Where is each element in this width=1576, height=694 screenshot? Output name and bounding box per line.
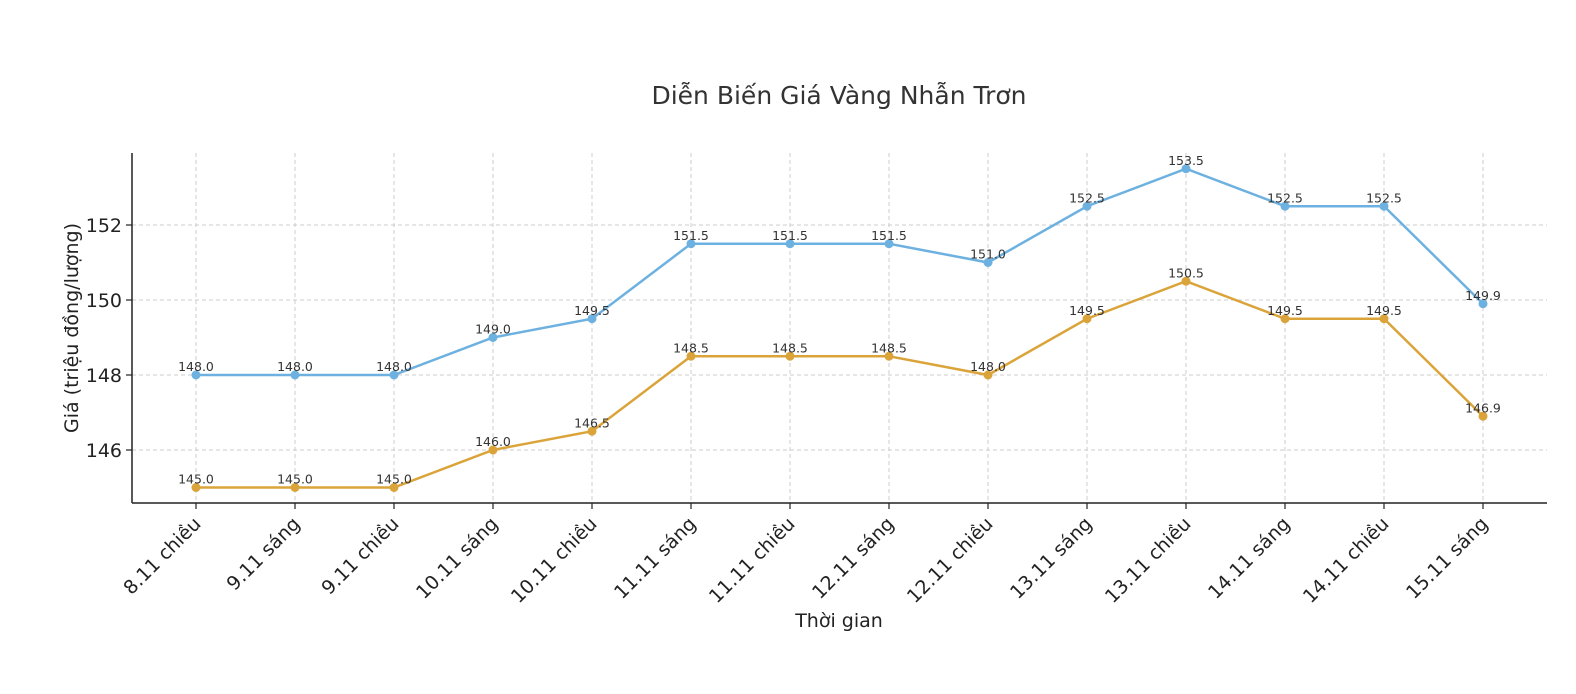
y-tick-label: 148 bbox=[86, 365, 122, 387]
data-point bbox=[587, 426, 597, 436]
data-point bbox=[389, 370, 399, 380]
data-point bbox=[884, 239, 894, 249]
data-point bbox=[1082, 201, 1092, 211]
x-tick-label: 12.11 chiều bbox=[903, 513, 998, 608]
data-point bbox=[290, 483, 300, 492]
data-point bbox=[1082, 314, 1092, 324]
x-tick-label: 14.11 sáng bbox=[1204, 513, 1295, 604]
data-label: 149.5 bbox=[574, 303, 610, 318]
data-label: 148.0 bbox=[376, 359, 412, 374]
data-point bbox=[389, 483, 399, 492]
data-label: 150.5 bbox=[1168, 265, 1204, 280]
data-point bbox=[1280, 201, 1290, 211]
series-line bbox=[196, 279, 1484, 489]
chart-title: Diễn Biến Giá Vàng Nhẫn Trơn bbox=[651, 81, 1026, 110]
data-point bbox=[290, 370, 300, 380]
data-point bbox=[1181, 276, 1191, 286]
y-tick-label: 152 bbox=[86, 215, 122, 237]
x-tick-label: 12.11 sáng bbox=[808, 513, 899, 604]
data-label: 152.5 bbox=[1366, 190, 1402, 205]
x-tick-label: 13.11 chiều bbox=[1101, 513, 1196, 608]
data-label: 149.5 bbox=[1267, 303, 1303, 318]
data-point bbox=[1181, 164, 1191, 174]
data-label: 153.5 bbox=[1168, 153, 1204, 168]
data-point bbox=[983, 258, 993, 267]
x-ticks: 8.11 chiều 9.11 sáng 9.11 chiều 10.11 sáng 1… bbox=[119, 503, 1493, 608]
data-label: 148.5 bbox=[772, 340, 808, 355]
x-tick-label: 8.11 chiều bbox=[119, 513, 205, 599]
data-point bbox=[191, 370, 201, 380]
grid bbox=[132, 153, 1547, 503]
data-point bbox=[785, 239, 795, 249]
data-label: 151.5 bbox=[673, 228, 709, 243]
data-label: 148.5 bbox=[871, 340, 907, 355]
data-label: 145.0 bbox=[178, 472, 214, 487]
data-label: 146.9 bbox=[1465, 400, 1501, 415]
data-label: 148.0 bbox=[277, 359, 313, 374]
x-tick-label: 13.11 sáng bbox=[1006, 513, 1097, 604]
series-2: 145.0 145.0 145.0 146.0 146.5 148.5 148.5 148.5… bbox=[178, 265, 1501, 492]
data-label: 148.0 bbox=[970, 359, 1006, 374]
y-ticks: 146 148 150 152 bbox=[86, 215, 132, 462]
data-point bbox=[488, 445, 498, 455]
data-label: 149.9 bbox=[1465, 288, 1501, 303]
data-point bbox=[1478, 299, 1488, 309]
data-point bbox=[587, 314, 597, 324]
x-tick-label: 9.11 chiều bbox=[317, 513, 403, 599]
data-label: 148.0 bbox=[178, 359, 214, 374]
data-point bbox=[488, 333, 498, 342]
axes bbox=[131, 153, 1547, 504]
data-label: 145.0 bbox=[277, 472, 313, 487]
data-label: 151.5 bbox=[772, 228, 808, 243]
series-group: 148.0 148.0 148.0 149.0 149.5 151.5 151.5 151.5… bbox=[178, 153, 1501, 492]
data-label: 149.5 bbox=[1069, 303, 1105, 318]
data-label: 151.0 bbox=[970, 247, 1006, 262]
x-tick-label: 10.11 chiều bbox=[507, 513, 602, 608]
x-tick-label: 15.11 sáng bbox=[1402, 513, 1493, 604]
data-point bbox=[983, 370, 993, 380]
data-label: 149.0 bbox=[475, 322, 511, 337]
data-label: 151.5 bbox=[871, 228, 907, 243]
data-label: 146.5 bbox=[574, 415, 610, 430]
data-point bbox=[686, 351, 696, 361]
data-label: 152.5 bbox=[1069, 190, 1105, 205]
data-point bbox=[1379, 201, 1389, 211]
data-label: 145.0 bbox=[376, 472, 412, 487]
x-axis-label: Thời gian bbox=[794, 610, 883, 632]
data-point bbox=[191, 483, 201, 492]
data-label: 148.5 bbox=[673, 340, 709, 355]
data-point bbox=[1280, 314, 1290, 324]
x-tick-label: 10.11 sáng bbox=[412, 513, 503, 604]
x-tick-label: 9.11 sáng bbox=[223, 513, 305, 595]
data-point bbox=[1379, 314, 1389, 324]
data-label: 149.5 bbox=[1366, 303, 1402, 318]
y-tick-label: 146 bbox=[86, 440, 122, 462]
y-tick-label: 150 bbox=[86, 290, 122, 312]
data-point bbox=[884, 351, 894, 361]
data-point bbox=[686, 239, 696, 249]
series-1: 148.0 148.0 148.0 149.0 149.5 151.5 151.5 151.5… bbox=[178, 153, 1501, 380]
x-tick-label: 11.11 sáng bbox=[610, 513, 701, 604]
data-point bbox=[1478, 411, 1488, 421]
data-label: 152.5 bbox=[1267, 190, 1303, 205]
series-line bbox=[196, 167, 1484, 377]
data-label: 146.0 bbox=[475, 434, 511, 449]
x-tick-label: 11.11 chiều bbox=[705, 513, 800, 608]
y-axis-label: Giá (triệu đồng/lượng) bbox=[61, 223, 83, 433]
data-point bbox=[785, 351, 795, 361]
x-tick-label: 14.11 chiều bbox=[1299, 513, 1394, 608]
